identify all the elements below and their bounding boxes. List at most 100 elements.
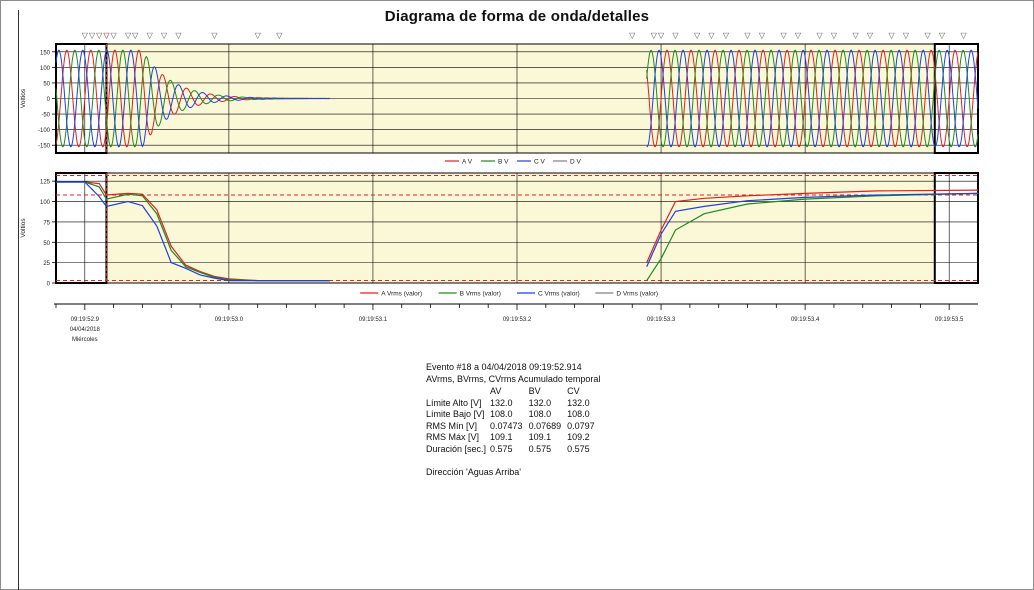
summary-row-label: RMS Máx [V] [426,432,480,442]
waveform-legend-label: D V [570,159,582,166]
event-marker-icon: ▽ [147,31,154,40]
waveform-legend-label: A V [462,159,473,166]
time-axis-label: 09:19:53.2 [503,317,532,323]
time-axis-label: 09:19:52.9 [71,317,100,323]
summary-cell: 108.0 [490,409,513,419]
waveform-ytick-label: 0 [47,97,51,103]
event-marker-icon: ▽ [96,31,103,40]
waveform-legend-label: C V [534,159,546,166]
waveform-cursor-box-left [55,43,108,154]
time-axis-label: 09:19:53.5 [935,317,964,323]
event-marker-icon: ▽ [651,31,658,40]
event-marker-icon: ▽ [276,31,283,40]
waveform-chart: ▽ ▽ ▽ ▽ ▽ ▽ ▽ ▽ ▽ ▽ ▽ ▽ ▽ ▽ ▽ ▽ ▽ ▽ ▽ ▽ ▽ ▽ ▽ ▽ ▽ ▽ ▽ ▽ ▽ ▽ ▽ ▽ ▽1501005… [20,31,979,343]
event-marker-icon: ▽ [723,31,730,40]
summary-row-label: RMS Mín [V] [426,420,478,431]
rms-ylabel: Voltios [20,218,27,238]
waveform-ytick-label: -50 [41,113,50,119]
rms-ytick-label: 100 [40,200,51,206]
rms-event-region [106,173,935,283]
summary-cell: 108.0 [567,409,590,419]
summary-row-label: Límite Bajo [V] [426,409,485,419]
waveform-legend-label: B V [498,159,509,166]
rms-legend-label: B Vrms (valor) [460,291,501,298]
time-axis-label: 09:19:53.4 [791,317,820,323]
summary-row-label: Duración [sec.] [426,443,487,454]
event-marker-icon: ▽ [672,31,679,40]
summary-cell: 109.2 [567,432,590,442]
waveform-series-a-v-recovery [646,49,979,148]
summary-row: RMS Mín [V] 0.07473 0.07689 0.0797 [426,421,601,433]
left-edge-line [18,10,19,590]
waveform-series-c-v-recovery [646,49,979,148]
time-axis-label: 09:19:53.3 [647,317,676,323]
rms-recovery-c [646,192,979,267]
summary-cell: 132.0 [567,397,590,408]
event-marker-icon: ▽ [903,31,910,40]
rms-legend-label: C Vrms (valor) [538,291,580,298]
event-marker-icon: ▽ [888,31,895,40]
event-marker-icon: ▽ [816,31,823,40]
event-marker-icon: ▽ [780,31,787,40]
time-axis-label: 09:19:53.1 [359,317,388,323]
waveform-ytick-label: 100 [40,66,51,72]
summary-cell: 108.0 [528,409,552,419]
summary-cell: 0.575 [528,443,552,454]
summary-row: Límite Alto [V] 132.0 132.0 132.0 [426,398,601,410]
event-marker-icon: ▽ [759,31,766,40]
event-marker-icon: ▽ [867,31,874,40]
summary-row: Duración [sec.] 0.575 0.575 0.575 [426,444,601,456]
event-marker-icon: ▽ [795,31,802,40]
event-marker-icon: ▽ [961,31,968,40]
rms-ytick-label: 0 [47,282,51,288]
summary-header-row: AV BV CV [426,386,601,398]
event-marker-icon: ▽ [132,31,139,40]
rms-ytick-label: 50 [43,241,50,247]
summary-cell: 0.575 [567,443,590,454]
event-summary: Evento #18 a 04/04/2018 09:19:52.914 AVr… [426,362,601,479]
waveform-ytick-label: -100 [38,128,51,134]
event-marker-icon: ▽ [925,31,932,40]
time-axis-label: 09:19:53.0 [215,317,244,323]
event-marker-icon: ▽ [255,31,262,40]
rms-legend-label: D Vrms (valor) [616,291,658,298]
direction-line: Dirección 'Aguas Arriba' [426,467,521,477]
event-marker-icon: ▽ [629,31,636,40]
event-marker-icon: ▽ [708,31,715,40]
rms-recovery-a [646,189,979,263]
summary-col-header: CV [567,386,580,396]
event-marker-icon: ▽ [744,31,751,40]
summary-col-header: BV [528,386,541,396]
summary-subtitle: AVrms, BVrms, CVrms Acumulado temporal [426,373,601,384]
event-marker-icon: ▽ [831,31,838,40]
event-marker-icon: ▽ [89,31,96,40]
event-marker-icon: ▽ [82,31,89,40]
summary-cell: 0.0797 [567,420,595,431]
rms-ytick-label: 125 [40,180,51,186]
waveform-ytick-label: -150 [38,144,51,150]
event-marker-icon: ▽ [125,31,132,40]
summary-cell: 109.1 [490,432,513,442]
event-marker-icon: ▽ [111,31,118,40]
rms-cursor-box-left [55,172,108,284]
summary-cell: 0.07473 [490,420,523,431]
chart-title: Diagrama de forma de onda/detalles [384,8,650,25]
event-marker-icon: ▽ [694,31,701,40]
summary-row-label: Límite Alto [V] [426,397,482,408]
waveform-ytick-label: 50 [43,81,50,87]
rms-ytick-label: 25 [43,261,50,267]
rms-ytick-label: 75 [43,220,50,226]
rms-recovery-b [646,192,979,281]
summary-cell: 132.0 [490,397,513,408]
summary-row: RMS Máx [V] 109.1 109.1 109.2 [426,432,601,444]
waveform-ylabel: Voltios [20,88,27,108]
event-marker-icon: ▽ [211,31,218,40]
event-line: Evento #18 a 04/04/2018 09:19:52.914 [426,362,582,372]
waveform-cursor-box-right [933,43,979,154]
event-marker-icon: ▽ [939,31,946,40]
summary-col-header [426,386,490,398]
summary-cell: 0.575 [490,443,513,454]
event-marker-icon: ▽ [658,31,665,40]
summary-col-header: AV [490,386,502,396]
summary-cell: 109.1 [528,432,552,442]
